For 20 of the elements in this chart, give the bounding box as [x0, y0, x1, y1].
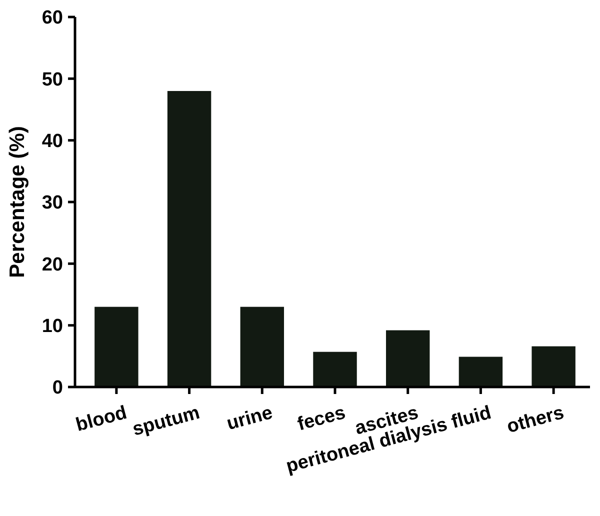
- y-axis-title: Percentage (%): [6, 126, 29, 278]
- x-tick-label: sputum: [130, 402, 202, 440]
- y-tick-label: 60: [42, 8, 63, 29]
- bar: [313, 352, 357, 387]
- y-tick-label: 40: [42, 130, 63, 152]
- bar: [532, 346, 576, 387]
- bar: [458, 356, 503, 387]
- bar: [386, 330, 430, 387]
- bar: [167, 91, 212, 387]
- x-tick-label: blood: [74, 402, 130, 436]
- bar: [240, 306, 284, 387]
- x-tick-label: others: [504, 402, 566, 438]
- x-tick-label: feces: [295, 402, 348, 436]
- y-tick-label: 50: [42, 69, 63, 90]
- bar: [94, 306, 138, 387]
- y-tick-label: 10: [42, 316, 63, 337]
- y-tick-label: 20: [42, 254, 63, 276]
- x-tick-label: urine: [224, 402, 275, 435]
- y-tick-label: 30: [42, 192, 63, 214]
- y-tick-label: 0: [52, 378, 63, 399]
